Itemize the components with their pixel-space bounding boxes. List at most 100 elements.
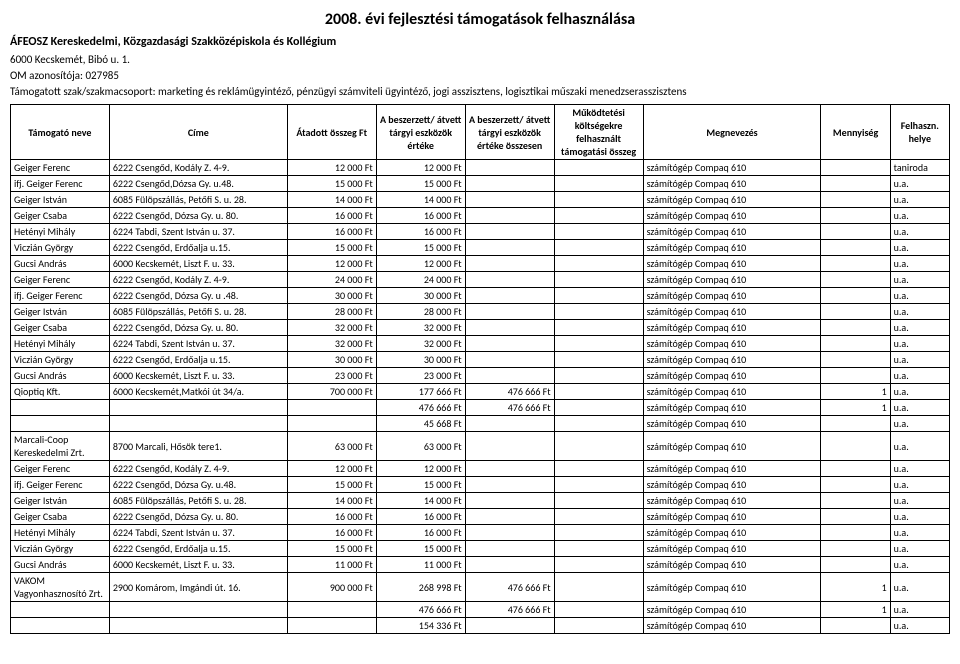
table-cell: Viczián György xyxy=(11,352,110,368)
table-cell: u.a. xyxy=(890,557,949,573)
org-name: ÁFEOSZ Kereskedelmi, Közgazdasági Szakkö… xyxy=(10,35,950,49)
table-cell: 16 000 Ft xyxy=(376,509,465,525)
table-cell xyxy=(554,493,643,509)
table-cell: Gucsi András xyxy=(11,368,110,384)
table-cell xyxy=(821,240,890,256)
table-cell: ifj. Geiger Ferenc xyxy=(11,477,110,493)
table-cell: számítógép Compaq 610 xyxy=(643,493,821,509)
table-cell: u.a. xyxy=(890,416,949,432)
table-cell: 6222 Csengőd, Dózsa Gy. u. 80. xyxy=(109,320,287,336)
table-row: 476 666 Ft476 666 Ftszámítógép Compaq 61… xyxy=(11,602,950,618)
table-cell xyxy=(554,525,643,541)
table-row: ifj. Geiger Ferenc6222 Csengőd,Dózsa Gy.… xyxy=(11,176,950,192)
table-cell: 6000 Kecskemét, Liszt F. u. 33. xyxy=(109,557,287,573)
table-cell: u.a. xyxy=(890,400,949,416)
table-cell: 476 666 Ft xyxy=(465,602,554,618)
table-cell xyxy=(821,208,890,224)
table-cell xyxy=(821,416,890,432)
page-title: 2008. évi fejlesztési támogatások felhas… xyxy=(10,10,950,29)
table-cell: Viczián György xyxy=(11,541,110,557)
table-cell: Geiger István xyxy=(11,493,110,509)
table-row: ifj. Geiger Ferenc6222 Csengőd, Dózsa Gy… xyxy=(11,288,950,304)
table-cell: u.a. xyxy=(890,461,949,477)
table-cell: számítógép Compaq 610 xyxy=(643,384,821,400)
table-row: Geiger István6085 Fülöpszállás, Petőfi S… xyxy=(11,304,950,320)
table-row: Geiger István6085 Fülöpszállás, Petőfi S… xyxy=(11,192,950,208)
table-cell xyxy=(287,416,376,432)
table-cell: 12 000 Ft xyxy=(287,160,376,176)
table-cell: Hetényi Mihály xyxy=(11,525,110,541)
table-cell: 16 000 Ft xyxy=(287,208,376,224)
table-cell: 6222 Csengőd, Dózsa Gy. u. 80. xyxy=(109,509,287,525)
table-cell: számítógép Compaq 610 xyxy=(643,477,821,493)
table-cell: 476 666 Ft xyxy=(465,400,554,416)
table-cell: ifj. Geiger Ferenc xyxy=(11,288,110,304)
table-row: Geiger Csaba6222 Csengőd, Dózsa Gy. u. 8… xyxy=(11,509,950,525)
table-cell xyxy=(821,320,890,336)
table-row: Geiger Csaba6222 Csengőd, Dózsa Gy. u. 8… xyxy=(11,320,950,336)
table-cell: számítógép Compaq 610 xyxy=(643,557,821,573)
table-cell xyxy=(821,525,890,541)
table-cell: u.a. xyxy=(890,192,949,208)
table-row: Hetényi Mihály6224 Tabdi, Szent István u… xyxy=(11,224,950,240)
table-cell: 1 xyxy=(821,384,890,400)
table-cell: u.a. xyxy=(890,618,949,634)
table-cell: u.a. xyxy=(890,432,949,461)
table-cell xyxy=(554,208,643,224)
table-cell xyxy=(554,416,643,432)
table-cell: Geiger István xyxy=(11,304,110,320)
table-cell xyxy=(821,618,890,634)
table-cell: számítógép Compaq 610 xyxy=(643,461,821,477)
table-cell: 6085 Fülöpszállás, Petőfi S. u. 28. xyxy=(109,493,287,509)
column-header: A beszerzett/ átvett tárgyi eszközök ért… xyxy=(465,105,554,160)
table-cell xyxy=(554,192,643,208)
table-cell xyxy=(554,240,643,256)
table-cell: 28 000 Ft xyxy=(376,304,465,320)
table-cell xyxy=(465,224,554,240)
table-cell xyxy=(109,400,287,416)
table-row: VAKOM Vagyonhasznosító Zrt.2900 Komárom,… xyxy=(11,573,950,602)
column-header: Felhaszn. helye xyxy=(890,105,949,160)
table-cell: 6222 Csengőd, Erdőalja u.15. xyxy=(109,240,287,256)
table-cell: VAKOM Vagyonhasznosító Zrt. xyxy=(11,573,110,602)
table-row: Viczián György6222 Csengőd, Erdőalja u.1… xyxy=(11,541,950,557)
table-cell xyxy=(554,384,643,400)
table-cell: u.a. xyxy=(890,493,949,509)
table-cell: 16 000 Ft xyxy=(287,224,376,240)
table-cell: 15 000 Ft xyxy=(376,176,465,192)
table-cell: 12 000 Ft xyxy=(376,256,465,272)
table-cell: számítógép Compaq 610 xyxy=(643,541,821,557)
table-cell: számítógép Compaq 610 xyxy=(643,509,821,525)
org-address: 6000 Kecskemét, Bibó u. 1. xyxy=(10,53,950,66)
table-cell xyxy=(821,192,890,208)
table-cell xyxy=(465,618,554,634)
table-cell xyxy=(465,525,554,541)
table-cell xyxy=(821,541,890,557)
table-cell xyxy=(554,336,643,352)
table-cell: 6222 Csengőd, Dózsa Gy. u.48. xyxy=(109,477,287,493)
table-cell: 2900 Komárom, Imgándi út. 16. xyxy=(109,573,287,602)
table-cell: u.a. xyxy=(890,288,949,304)
table-row: 45 668 Ftszámítógép Compaq 610u.a. xyxy=(11,416,950,432)
table-cell: 24 000 Ft xyxy=(376,272,465,288)
table-cell: számítógép Compaq 610 xyxy=(643,352,821,368)
table-cell xyxy=(465,288,554,304)
table-cell xyxy=(11,618,110,634)
table-cell xyxy=(11,602,110,618)
table-cell: u.a. xyxy=(890,352,949,368)
table-cell: Geiger Csaba xyxy=(11,208,110,224)
table-cell xyxy=(554,320,643,336)
table-cell: u.a. xyxy=(890,208,949,224)
table-cell: 1 xyxy=(821,400,890,416)
table-cell: 700 000 Ft xyxy=(287,384,376,400)
table-cell: u.a. xyxy=(890,304,949,320)
table-cell xyxy=(465,336,554,352)
table-cell xyxy=(821,288,890,304)
table-cell: 16 000 Ft xyxy=(287,525,376,541)
table-cell xyxy=(554,557,643,573)
table-cell: 15 000 Ft xyxy=(376,240,465,256)
table-cell: u.a. xyxy=(890,320,949,336)
om-id: OM azonosítója: 027985 xyxy=(10,69,950,82)
table-cell: 177 666 Ft xyxy=(376,384,465,400)
table-cell: számítógép Compaq 610 xyxy=(643,320,821,336)
